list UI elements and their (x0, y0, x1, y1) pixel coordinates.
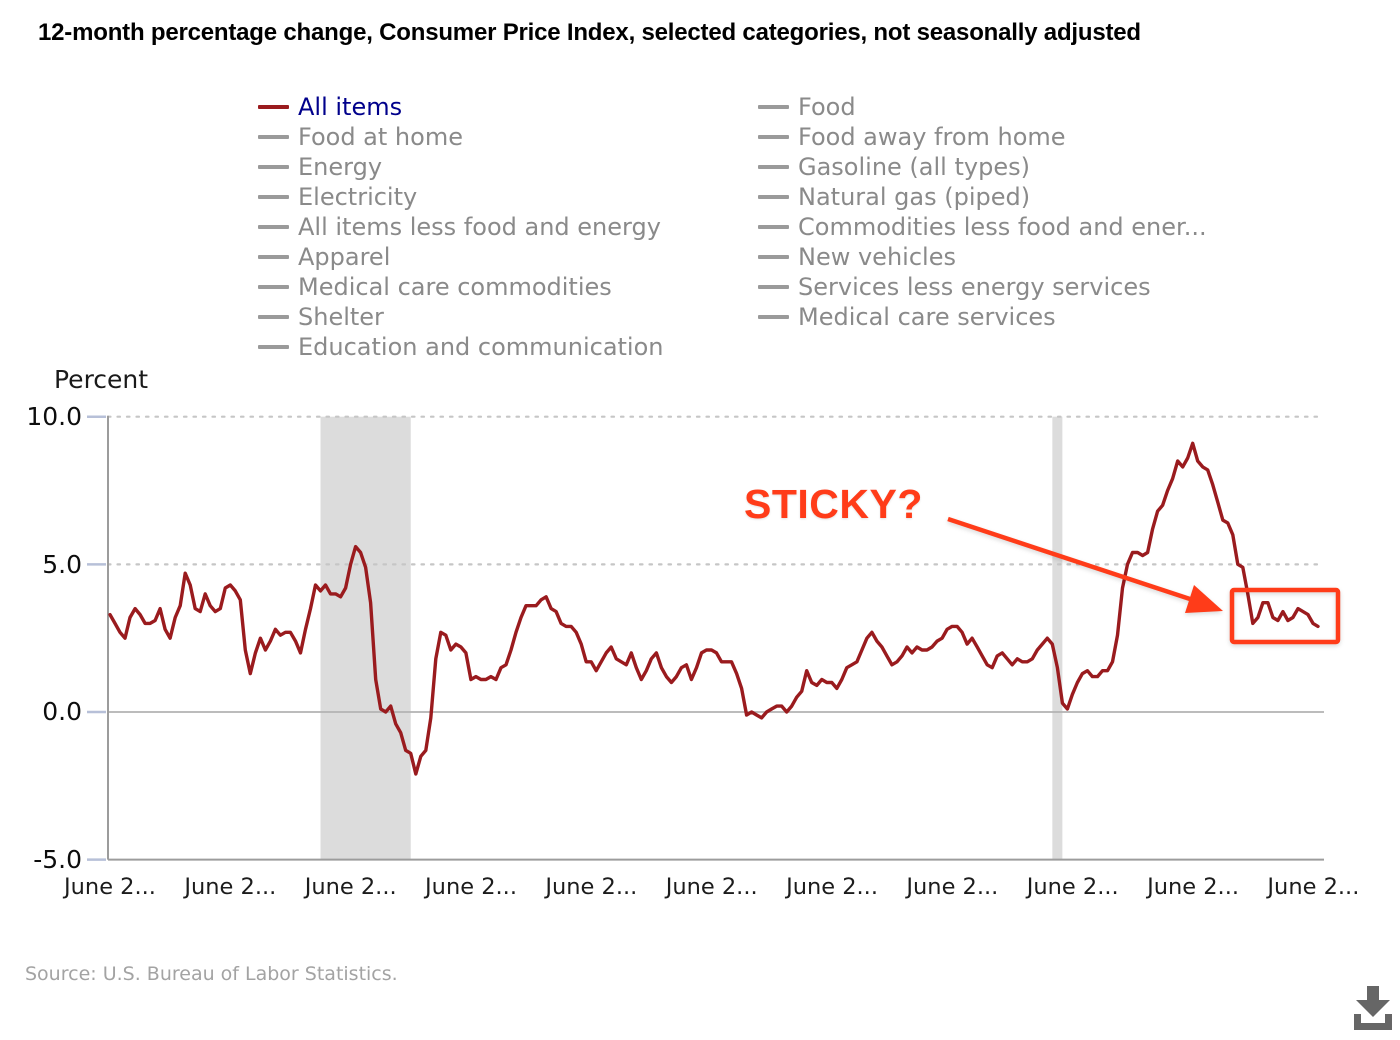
source-attribution: Source: U.S. Bureau of Labor Statistics. (25, 963, 398, 985)
x-tick-label: June 2... (304, 874, 397, 900)
legend-item-all-items-less-food-and-energy[interactable]: All items less food and energy (258, 212, 664, 242)
legend-swatch-line-icon (258, 345, 289, 349)
x-tick-label: June 2... (665, 874, 758, 900)
y-tick-label: 0.0 (42, 697, 82, 726)
legend-item-shelter[interactable]: Shelter (258, 302, 664, 332)
legend-item-education-and-communication[interactable]: Education and communication (258, 332, 664, 362)
legend-swatch-line-icon (758, 255, 789, 259)
legend-swatch-line-icon (758, 165, 789, 169)
legend-item-food-at-home[interactable]: Food at home (258, 122, 664, 152)
download-icon (1354, 986, 1392, 1030)
legend-item-medical-care-services[interactable]: Medical care services (758, 302, 1207, 332)
legend-item-label: Education and communication (298, 333, 664, 361)
legend-swatch-line-icon (758, 135, 789, 139)
y-tick-label: 10.0 (26, 402, 82, 431)
legend-item-label: Food (798, 93, 856, 121)
legend-swatch-line-icon (258, 195, 289, 199)
legend-swatch-line-icon (258, 105, 289, 109)
y-tick-label: 5.0 (42, 549, 82, 579)
legend-item-apparel[interactable]: Apparel (258, 242, 664, 272)
legend-item-label: Food away from home (798, 123, 1066, 151)
chart-title: 12-month percentage change, Consumer Pri… (38, 19, 1141, 46)
x-tick-label: June 2... (425, 874, 517, 900)
legend-swatch-line-icon (758, 315, 789, 319)
chart-plot-area[interactable] (0, 400, 1400, 880)
y-tick-label: -5.0 (33, 844, 82, 874)
legend-swatch-line-icon (758, 195, 789, 199)
legend-item-label: Energy (298, 153, 383, 181)
legend-item-all-items[interactable]: All items (258, 92, 664, 122)
legend-swatch-line-icon (258, 255, 289, 259)
legend-swatch-line-icon (258, 225, 289, 229)
legend-item-label: Services less energy services (798, 273, 1151, 301)
legend-item-gasoline-all-types[interactable]: Gasoline (all types) (758, 152, 1207, 182)
legend-item-label: Food at home (298, 123, 463, 151)
legend-swatch-line-icon (758, 225, 789, 229)
y-axis-title: Percent (54, 365, 149, 394)
legend-item-label: All items (298, 93, 403, 121)
legend-column-1: All items Food at home Energy Electricity Al… (258, 92, 664, 362)
legend-column-2: Food Food away from home Gasoline (all typ… (758, 92, 1207, 332)
legend-item-label: Gasoline (all types) (798, 153, 1030, 181)
legend-swatch-line-icon (258, 135, 289, 139)
legend-item-services-less-energy-services[interactable]: Services less energy services (758, 272, 1207, 302)
legend-item-label: Electricity (298, 183, 418, 211)
legend-item-natural-gas-piped[interactable]: Natural gas (piped) (758, 182, 1207, 212)
annotation-group (947, 516, 1341, 645)
recession-shading-band (320, 416, 411, 860)
legend-item-label: Medical care services (798, 303, 1056, 331)
legend-item-commodities-less-food-and-ener[interactable]: Commodities less food and ener... (758, 212, 1207, 242)
legend-swatch-line-icon (258, 315, 289, 319)
legend-item-food[interactable]: Food (758, 92, 1207, 122)
legend-item-label: Medical care commodities (298, 273, 612, 301)
x-tick-label: June 2... (545, 874, 638, 900)
legend-item-label: New vehicles (798, 243, 956, 271)
legend-swatch-line-icon (758, 105, 789, 109)
legend-item-food-away-from-home[interactable]: Food away from home (758, 122, 1207, 152)
legend-swatch-line-icon (258, 285, 289, 289)
legend-item-new-vehicles[interactable]: New vehicles (758, 242, 1207, 272)
annotation-arrowhead-icon (1185, 585, 1223, 613)
legend-item-label: All items less food and energy (298, 213, 661, 241)
x-tick-label: June 2... (64, 874, 156, 900)
x-tick-label: June 2... (906, 874, 999, 900)
x-tick-label: June 2... (1026, 874, 1119, 900)
legend-item-label: Commodities less food and ener... (798, 213, 1207, 241)
legend-item-energy[interactable]: Energy (258, 152, 664, 182)
legend-swatch-line-icon (258, 165, 289, 169)
all-items-line-series (108, 441, 1320, 776)
sticky-annotation-text: STICKY? (744, 481, 923, 527)
legend-item-label: Shelter (298, 303, 384, 331)
recession-shading-band (1052, 416, 1063, 860)
legend-item-label: Natural gas (piped) (798, 183, 1031, 211)
legend-item-label: Apparel (298, 243, 391, 271)
legend-item-medical-care-commodities[interactable]: Medical care commodities (258, 272, 664, 302)
legend-item-electricity[interactable]: Electricity (258, 182, 664, 212)
x-tick-label: June 2... (786, 874, 878, 900)
download-button[interactable] (1350, 984, 1396, 1036)
x-tick-label: June 2... (1267, 874, 1360, 900)
x-tick-label: June 2... (184, 874, 277, 900)
x-tick-label: June 2... (1147, 874, 1240, 900)
legend-swatch-line-icon (758, 285, 789, 289)
annotation-arrow (947, 516, 1194, 603)
annotation-highlight-box (1229, 587, 1341, 645)
